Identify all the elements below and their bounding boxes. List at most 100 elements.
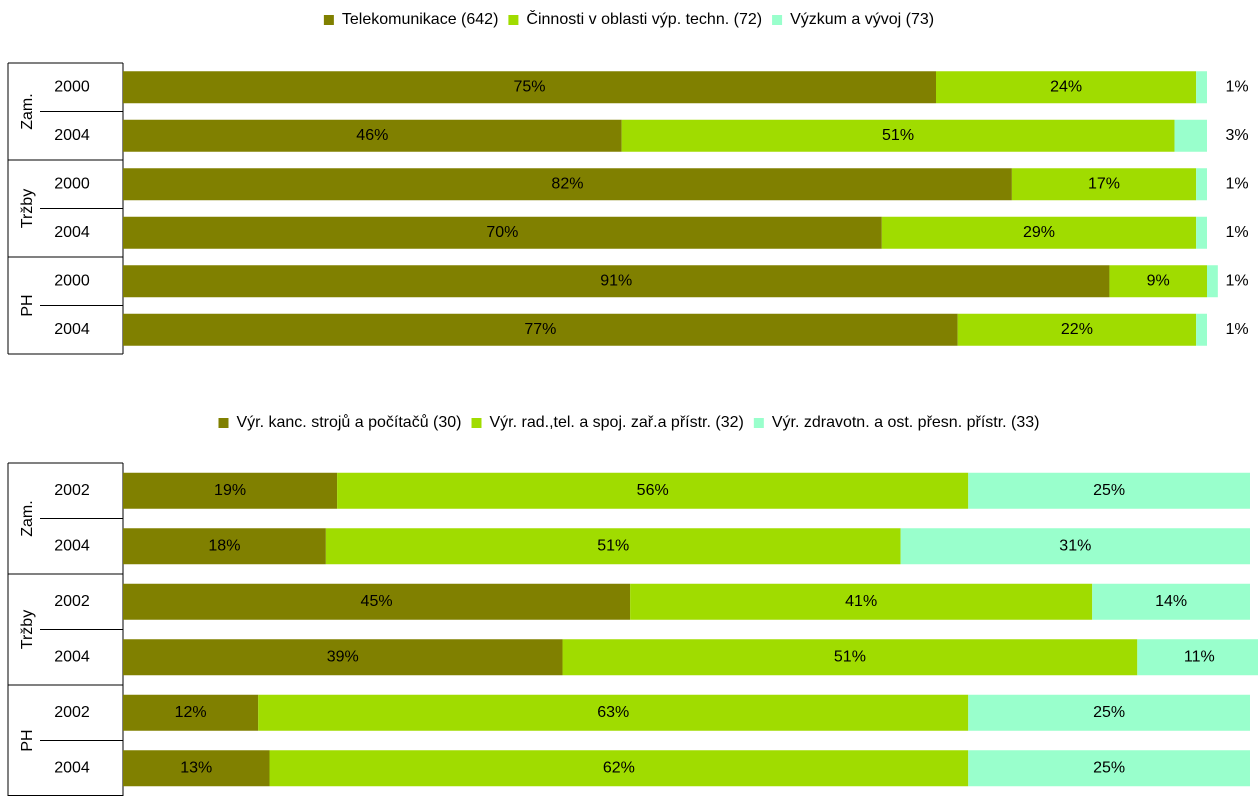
data-label: 31% [1059, 537, 1091, 554]
legend-swatch [772, 15, 783, 25]
data-label: 22% [1061, 321, 1093, 338]
legend-label: Telekomunikace (642) [342, 11, 499, 28]
legend-swatch [218, 418, 229, 428]
bar-segment [123, 265, 1110, 298]
bar-segment [123, 168, 1012, 201]
legend: Výr. kanc. strojů a počítačů (30) Výr. ra… [218, 413, 1040, 431]
data-label: 75% [513, 78, 545, 95]
bar-segment [269, 750, 969, 787]
bar-segment [1196, 168, 1207, 201]
bar-segment [325, 528, 901, 565]
data-label: 9% [1147, 272, 1170, 289]
data-label: 25% [1093, 704, 1125, 721]
bar-segment [900, 528, 1250, 565]
legend-swatch [753, 418, 764, 428]
bar-segment [1196, 216, 1207, 249]
bar-segment [1207, 265, 1218, 298]
category-label: 2002 [54, 482, 90, 499]
category-label: 2002 [54, 704, 90, 721]
category-label: 2004 [54, 537, 90, 554]
bar-segment [123, 639, 563, 676]
data-label: 62% [603, 759, 635, 776]
data-label: 51% [834, 648, 866, 665]
data-label: 19% [214, 482, 246, 499]
category-label: 2000 [54, 272, 90, 289]
bar-segment [123, 583, 631, 620]
bar-segment [621, 119, 1175, 152]
data-label: 14% [1155, 593, 1187, 610]
data-label: 1% [1225, 321, 1248, 338]
group-label: PH [19, 729, 36, 751]
group-label: Zam. [19, 93, 36, 129]
bar-segment [881, 216, 1197, 249]
category-label: 2000 [54, 175, 90, 192]
bar-segment [337, 472, 969, 509]
bar-segment [123, 528, 326, 565]
bar-segment [123, 119, 622, 152]
bar-segment [968, 694, 1250, 731]
bar-segment [1011, 168, 1197, 201]
group-label: PH [19, 294, 36, 316]
data-label: 46% [356, 127, 388, 144]
bar-segment [123, 71, 936, 104]
bar-segment [1137, 639, 1258, 676]
data-label: 1% [1225, 224, 1248, 241]
bar-segment [936, 71, 1197, 104]
bar-segment [1174, 119, 1207, 152]
bar-segment [968, 472, 1250, 509]
legend-swatch [323, 15, 334, 25]
data-label: 1% [1225, 78, 1248, 95]
bar-segment [957, 313, 1197, 346]
data-label: 18% [208, 537, 240, 554]
category-label: 2004 [54, 127, 90, 144]
bar-segment [123, 216, 882, 249]
legend: Telekomunikace (642) Činnosti v oblasti v… [323, 9, 934, 28]
category-label: 2004 [54, 224, 90, 241]
legend-label: Výr. kanc. strojů a počítačů (30) [237, 413, 462, 431]
bar-segment [630, 583, 1093, 620]
group-label: Tržby [19, 189, 36, 228]
group-label: Tržby [19, 610, 36, 649]
data-label: 25% [1093, 759, 1125, 776]
group-label: Zam. [19, 500, 36, 536]
bar-segment [123, 472, 338, 509]
bar-segment [123, 750, 270, 787]
bar-segment [123, 694, 259, 731]
data-label: 13% [180, 759, 212, 776]
data-label: 51% [597, 537, 629, 554]
bar-segment [258, 694, 969, 731]
data-label: 1% [1225, 175, 1248, 192]
bar-segment [1196, 313, 1207, 346]
bar-segment [123, 313, 958, 346]
data-label: 91% [600, 272, 632, 289]
category-label: 2004 [54, 759, 90, 776]
category-label: 2000 [54, 78, 90, 95]
data-label: 77% [524, 321, 556, 338]
data-label: 12% [175, 704, 207, 721]
legend-swatch [471, 418, 482, 428]
legend-label: Činnosti v oblasti výp. techn. (72) [526, 9, 762, 28]
data-label: 56% [637, 482, 669, 499]
legend-label: Výzkum a vývoj (73) [790, 11, 934, 28]
bar-segment [968, 750, 1250, 787]
bar-segment [1109, 265, 1207, 298]
data-label: 29% [1023, 224, 1055, 241]
category-label: 2004 [54, 648, 90, 665]
data-label: 24% [1050, 78, 1082, 95]
data-label: 3% [1225, 127, 1248, 144]
category-label: 2004 [54, 321, 90, 338]
bar-segment [1092, 583, 1250, 620]
data-label: 51% [882, 127, 914, 144]
legend-swatch [508, 15, 519, 25]
data-label: 41% [845, 593, 877, 610]
bar-segment [562, 639, 1138, 676]
legend-label: Výr. rad.,tel. a spoj. zař.a přístr. (32… [490, 414, 744, 431]
data-label: 45% [361, 593, 393, 610]
data-label: 39% [327, 648, 359, 665]
data-label: 1% [1225, 272, 1248, 289]
data-label: 70% [486, 224, 518, 241]
data-label: 17% [1088, 175, 1120, 192]
legend-label: Výr. zdravotn. a ost. přesn. přístr. (33… [772, 414, 1040, 431]
data-label: 25% [1093, 482, 1125, 499]
